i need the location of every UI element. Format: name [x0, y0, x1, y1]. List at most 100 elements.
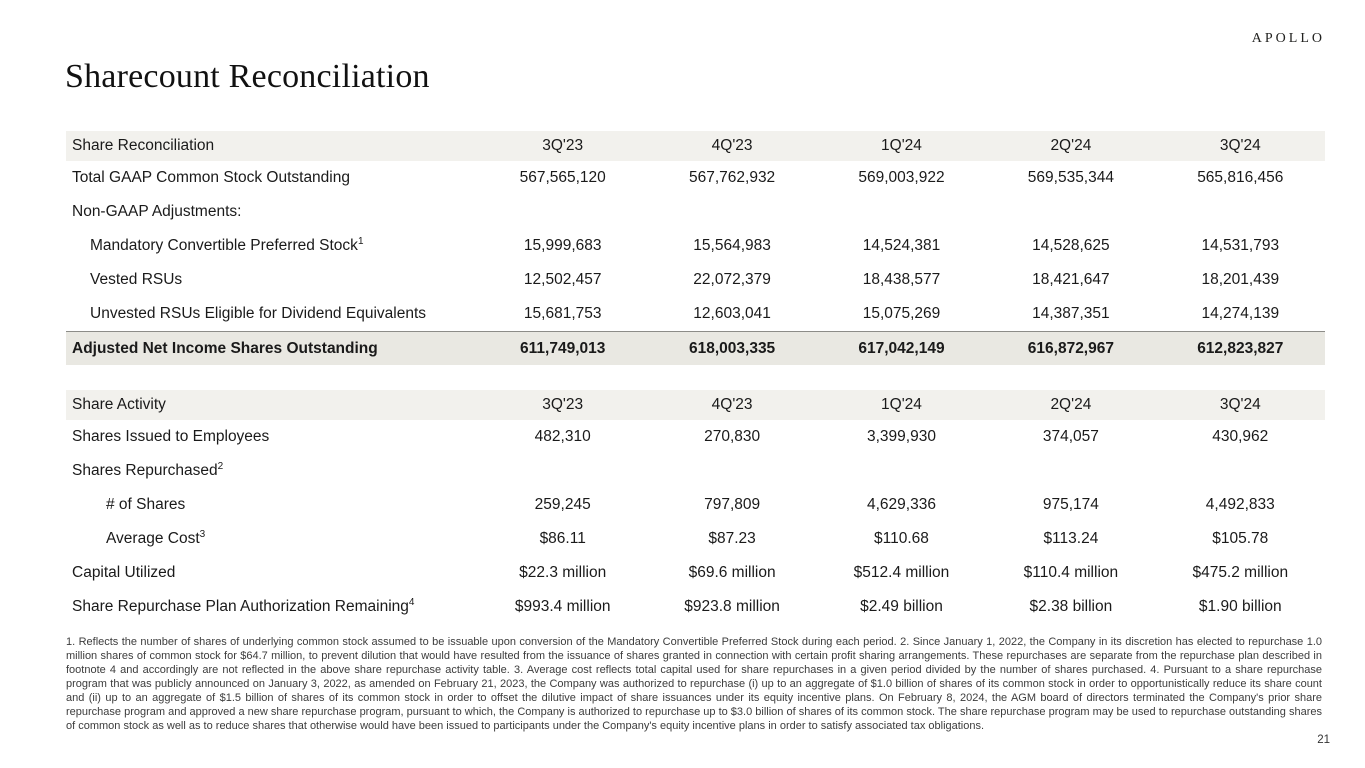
content: Share Reconciliation 3Q'23 4Q'23 1Q'24 2…: [66, 131, 1325, 733]
column-header: 2Q'24: [1050, 396, 1092, 413]
cell-value: 797,809: [704, 496, 761, 513]
cell-value: 14,387,351: [1032, 305, 1110, 322]
cell-value: 15,999,683: [523, 237, 602, 254]
cell-value: 14,524,381: [862, 237, 941, 254]
cell-value: 3,399,930: [867, 428, 936, 445]
cell-value: 611,749,013: [520, 339, 606, 357]
cell-value: 569,535,344: [1027, 169, 1114, 186]
cell-value: 616,872,967: [1027, 339, 1114, 357]
footnote-ref: 4: [408, 596, 415, 608]
cell-value: $993.4 million: [514, 598, 611, 615]
page-title: Sharecount Reconciliation: [65, 58, 430, 95]
table-gap: [66, 365, 1325, 390]
cell-value: 4,629,336: [867, 496, 936, 513]
cell-value: $475.2 million: [1192, 564, 1289, 581]
table-row: Total GAAP Common Stock Outstanding 567,…: [66, 161, 1325, 195]
table-row: Unvested RSUs Eligible for Dividend Equi…: [66, 297, 1325, 331]
cell-value: 612,823,827: [1197, 339, 1284, 357]
table-row: Capital Utilized $22.3 million $69.6 mil…: [66, 556, 1325, 590]
row-label: Adjusted Net Income Shares Outstanding: [72, 339, 378, 357]
cell-value: 12,502,457: [523, 271, 602, 288]
cell-value: 14,274,139: [1201, 305, 1280, 322]
table-total-row: Adjusted Net Income Shares Outstanding 6…: [66, 331, 1325, 365]
table-title: Share Reconciliation: [72, 137, 215, 154]
cell-value: 14,531,793: [1201, 237, 1280, 254]
cell-value: 12,603,041: [693, 305, 771, 322]
cell-value: 565,816,456: [1197, 169, 1284, 186]
row-label: Capital Utilized: [72, 564, 176, 581]
cell-value: $110.68: [874, 530, 929, 547]
share-reconciliation-table: Share Reconciliation 3Q'23 4Q'23 1Q'24 2…: [66, 131, 1325, 365]
cell-value: 15,564,983: [693, 237, 771, 254]
footnotes-text: 1. Reflects the number of shares of unde…: [66, 636, 1322, 732]
table-row: Non-GAAP Adjustments:: [66, 195, 1325, 229]
row-label: Non-GAAP Adjustments:: [72, 203, 242, 220]
table-row: Vested RSUs 12,502,457 22,072,379 18,438…: [66, 263, 1325, 297]
cell-value: 18,201,439: [1201, 271, 1280, 288]
cell-value: 374,057: [1042, 428, 1099, 445]
share-activity-table: Share Activity 3Q'23 4Q'23 1Q'24 2Q'24 3…: [66, 390, 1325, 624]
cell-value: 15,075,269: [862, 305, 941, 322]
cell-value: $69.6 million: [688, 564, 776, 581]
cell-value: $113.24: [1043, 530, 1099, 547]
cell-value: 617,042,149: [858, 339, 945, 357]
column-header: 3Q'24: [1219, 137, 1261, 154]
cell-value: 15,681,753: [523, 305, 602, 322]
table-header-row: Share Reconciliation 3Q'23 4Q'23 1Q'24 2…: [66, 131, 1325, 161]
cell-value: 259,245: [534, 496, 591, 513]
cell-value: $1.90 billion: [1198, 598, 1282, 615]
footnote-ref: 2: [217, 460, 224, 472]
column-header: 3Q'24: [1219, 396, 1261, 413]
column-header: 1Q'24: [881, 137, 922, 154]
apollo-logo: APOLLO: [1251, 31, 1325, 46]
column-header: 1Q'24: [881, 396, 922, 413]
table-row: Mandatory Convertible Preferred Stock1 1…: [66, 229, 1325, 263]
column-header: 2Q'24: [1050, 137, 1092, 154]
cell-value: $2.38 billion: [1029, 598, 1113, 615]
cell-value: 18,421,647: [1032, 271, 1110, 288]
column-header: 3Q'23: [542, 137, 584, 154]
row-label: Mandatory Convertible Preferred Stock1: [90, 235, 364, 254]
row-label: # of Shares: [106, 496, 186, 513]
row-label: Average Cost3: [106, 528, 206, 547]
row-label: Shares Issued to Employees: [72, 428, 270, 445]
cell-value: 270,830: [704, 428, 761, 445]
cell-value: $86.11: [539, 530, 586, 547]
cell-value: $2.49 billion: [860, 598, 943, 615]
cell-value: 18,438,577: [862, 271, 941, 288]
table-row: Shares Issued to Employees 482,310 270,8…: [66, 420, 1325, 454]
cell-value: $110.4 million: [1023, 564, 1119, 581]
row-label: Share Repurchase Plan Authorization Rema…: [72, 596, 415, 615]
footnote-ref: 3: [199, 528, 206, 540]
cell-value: $87.23: [708, 530, 756, 547]
cell-value: 569,003,922: [858, 169, 945, 186]
column-header: 4Q'23: [711, 396, 753, 413]
cell-value: 482,310: [534, 428, 591, 445]
table-row: # of Shares 259,245 797,809 4,629,336 97…: [66, 488, 1325, 522]
cell-value: $105.78: [1212, 530, 1269, 547]
cell-value: 430,962: [1212, 428, 1269, 445]
column-header: 4Q'23: [711, 137, 753, 154]
row-label: Unvested RSUs Eligible for Dividend Equi…: [90, 305, 426, 322]
row-label: Total GAAP Common Stock Outstanding: [72, 169, 350, 186]
cell-value: 22,072,379: [693, 271, 771, 288]
column-header: 3Q'23: [542, 396, 584, 413]
cell-value: 4,492,833: [1205, 496, 1275, 513]
table-row: Shares Repurchased2: [66, 454, 1325, 488]
row-label: Shares Repurchased2: [72, 460, 224, 479]
table-header-row: Share Activity 3Q'23 4Q'23 1Q'24 2Q'24 3…: [66, 390, 1325, 420]
cell-value: $512.4 million: [853, 564, 950, 581]
cell-value: 618,003,335: [688, 339, 776, 357]
cell-value: 567,762,932: [688, 169, 776, 186]
footnote-ref: 1: [357, 235, 364, 247]
cell-value: 975,174: [1042, 496, 1099, 513]
cell-value: $22.3 million: [519, 564, 607, 581]
cell-value: 567,565,120: [519, 169, 606, 186]
cell-value: $923.8 million: [684, 598, 780, 615]
cell-value: 14,528,625: [1032, 237, 1110, 254]
table-row: Share Repurchase Plan Authorization Rema…: [66, 590, 1325, 624]
table-row: Average Cost3 $86.11 $87.23 $110.68 $113…: [66, 522, 1325, 556]
page-number: 21: [1317, 734, 1330, 746]
row-label: Vested RSUs: [90, 271, 183, 288]
